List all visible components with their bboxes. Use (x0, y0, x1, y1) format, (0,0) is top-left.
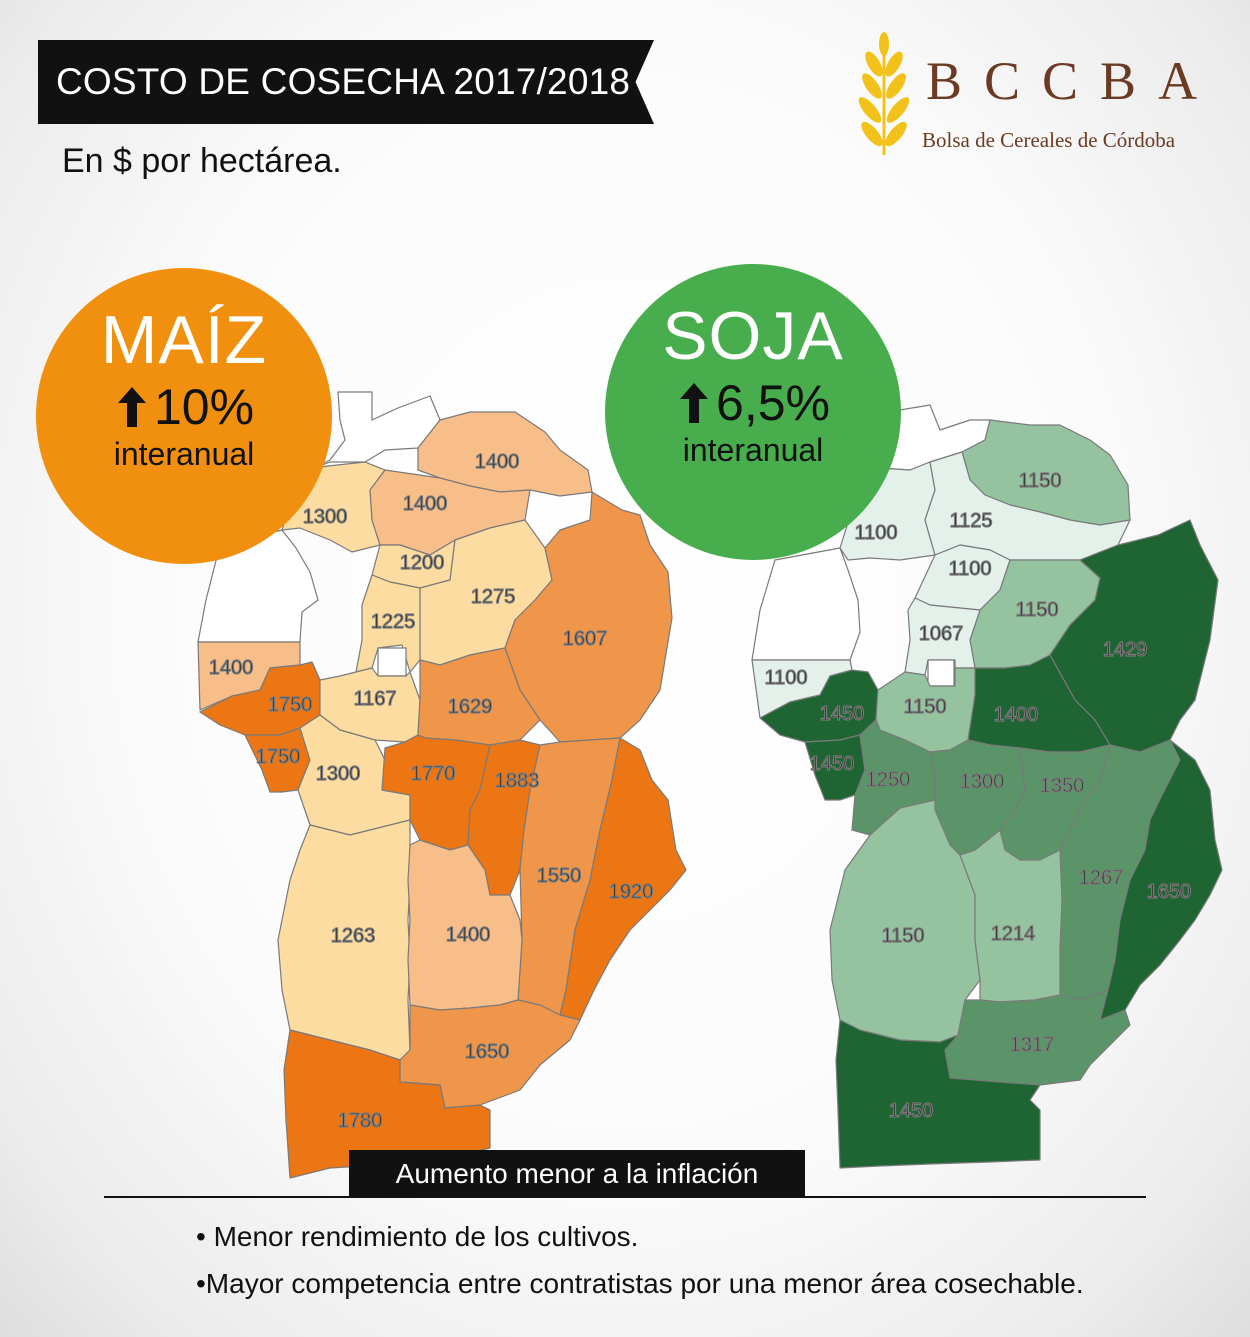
maiz-dept-nodata-nw (309, 391, 441, 471)
soja-label: 1150 (1018, 470, 1061, 492)
soja-map: 1150 1100 1125 1100 1150 1067 1429 1100 … (751, 404, 1223, 1169)
maiz-change: 10% (36, 382, 332, 432)
soja-label: 1100 (854, 522, 897, 544)
soja-label: 1650 (1147, 881, 1192, 903)
soja-label: 1429 (1103, 639, 1148, 661)
soja-label: 1450 (820, 703, 865, 725)
soja-dept-1067 (904, 597, 981, 676)
maiz-title: MAÍZ (100, 302, 268, 378)
soja-label: 1350 (1040, 775, 1085, 797)
soja-label: 1250 (866, 769, 911, 791)
soja-change-value: 6,5% (716, 375, 830, 431)
soja-dept-nodata-square (927, 659, 955, 687)
maiz-label: 1629 (448, 696, 493, 718)
title-banner: COSTO DE COSECHA 2017/2018 (38, 40, 654, 124)
maiz-circle: MAÍZ 10% interanual (36, 268, 332, 564)
soja-label: 1150 (903, 696, 946, 718)
soja-label: 1067 (919, 623, 964, 645)
maiz-label: 1263 (331, 925, 376, 947)
maiz-label: 1883 (495, 770, 540, 792)
divider (104, 1196, 1146, 1198)
soja-change-label: interanual (682, 432, 824, 468)
maiz-dept-n-1400 (417, 411, 593, 497)
maiz-label: 1650 (465, 1041, 510, 1063)
maiz-dept-1920 (559, 737, 687, 1021)
soja-dept-1450-s (835, 1019, 1041, 1169)
maiz-label: 1167 (353, 688, 396, 710)
wheat-icon (858, 32, 910, 155)
soja-dept-1100-nw (839, 461, 936, 561)
soja-circle: SOJA 6,5% interanual (605, 264, 901, 560)
soja-label: 1317 (1010, 1034, 1055, 1056)
maiz-label: 1400 (209, 657, 254, 679)
inflation-banner: Aumento menor a la inflación (349, 1150, 805, 1198)
bccba-logo: BCCBA Bolsa de Cereales de Córdoba (850, 30, 1220, 160)
bullet-item: • Menor rendimiento de los cultivos. (196, 1221, 639, 1252)
maiz-label: 1400 (403, 493, 448, 515)
inflation-banner-text: Aumento menor a la inflación (395, 1158, 759, 1189)
soja-label: 1400 (994, 704, 1039, 726)
soja-label: 1214 (991, 923, 1036, 945)
maiz-label: 1607 (563, 628, 608, 650)
maiz-label: 1200 (400, 552, 445, 574)
maiz-label: 1400 (446, 924, 491, 946)
soja-label: 1450 (810, 753, 855, 775)
soja-change: 6,5% (605, 378, 901, 428)
maiz-label: 1780 (338, 1110, 383, 1132)
soja-dept-1214 (959, 829, 1063, 1003)
soja-label: 1125 (949, 510, 992, 532)
soja-title: SOJA (662, 298, 844, 374)
soja-dept-nodata-w (751, 547, 861, 661)
soja-label: 1150 (1015, 599, 1058, 621)
maiz-label: 1750 (268, 694, 313, 716)
soja-label: 1100 (764, 667, 807, 689)
maiz-dept-1400-s (407, 839, 523, 1011)
soja-label: 1150 (881, 925, 924, 947)
maiz-change-value: 10% (153, 379, 255, 435)
soja-label: 1300 (960, 771, 1005, 793)
maiz-dept-nodata-w (197, 529, 319, 643)
arrow-up-icon (117, 387, 146, 427)
maiz-label: 1770 (411, 763, 456, 785)
maiz-label: 1920 (609, 881, 654, 903)
maiz-label: 1275 (471, 586, 516, 608)
maiz-label: 1400 (475, 451, 520, 473)
maiz-label: 1750 (256, 746, 301, 768)
soja-label: 1267 (1079, 867, 1124, 889)
page-subtitle: En $ por hectárea. (62, 142, 342, 180)
maiz-label: 1300 (316, 763, 361, 785)
maiz-dept-nodata-square (377, 647, 407, 677)
soja-label: 1100 (948, 558, 991, 580)
page-title: COSTO DE COSECHA 2017/2018 (56, 61, 631, 102)
maiz-label: 1550 (537, 865, 582, 887)
soja-label: 1450 (889, 1100, 934, 1122)
maiz-label: 1300 (303, 506, 348, 528)
maiz-dept-1780 (283, 1029, 491, 1179)
maiz-change-label: interanual (113, 436, 255, 472)
arrow-up-icon (680, 383, 709, 423)
maiz-label: 1225 (371, 611, 416, 633)
logo-acronym: BCCBA (926, 51, 1220, 111)
logo-name: Bolsa de Cereales de Córdoba (922, 128, 1176, 152)
bullet-item: •Mayor competencia entre contratistas po… (196, 1268, 1084, 1299)
maiz-map: 1400 1300 1400 1200 1275 1225 1607 1400 … (197, 391, 687, 1179)
